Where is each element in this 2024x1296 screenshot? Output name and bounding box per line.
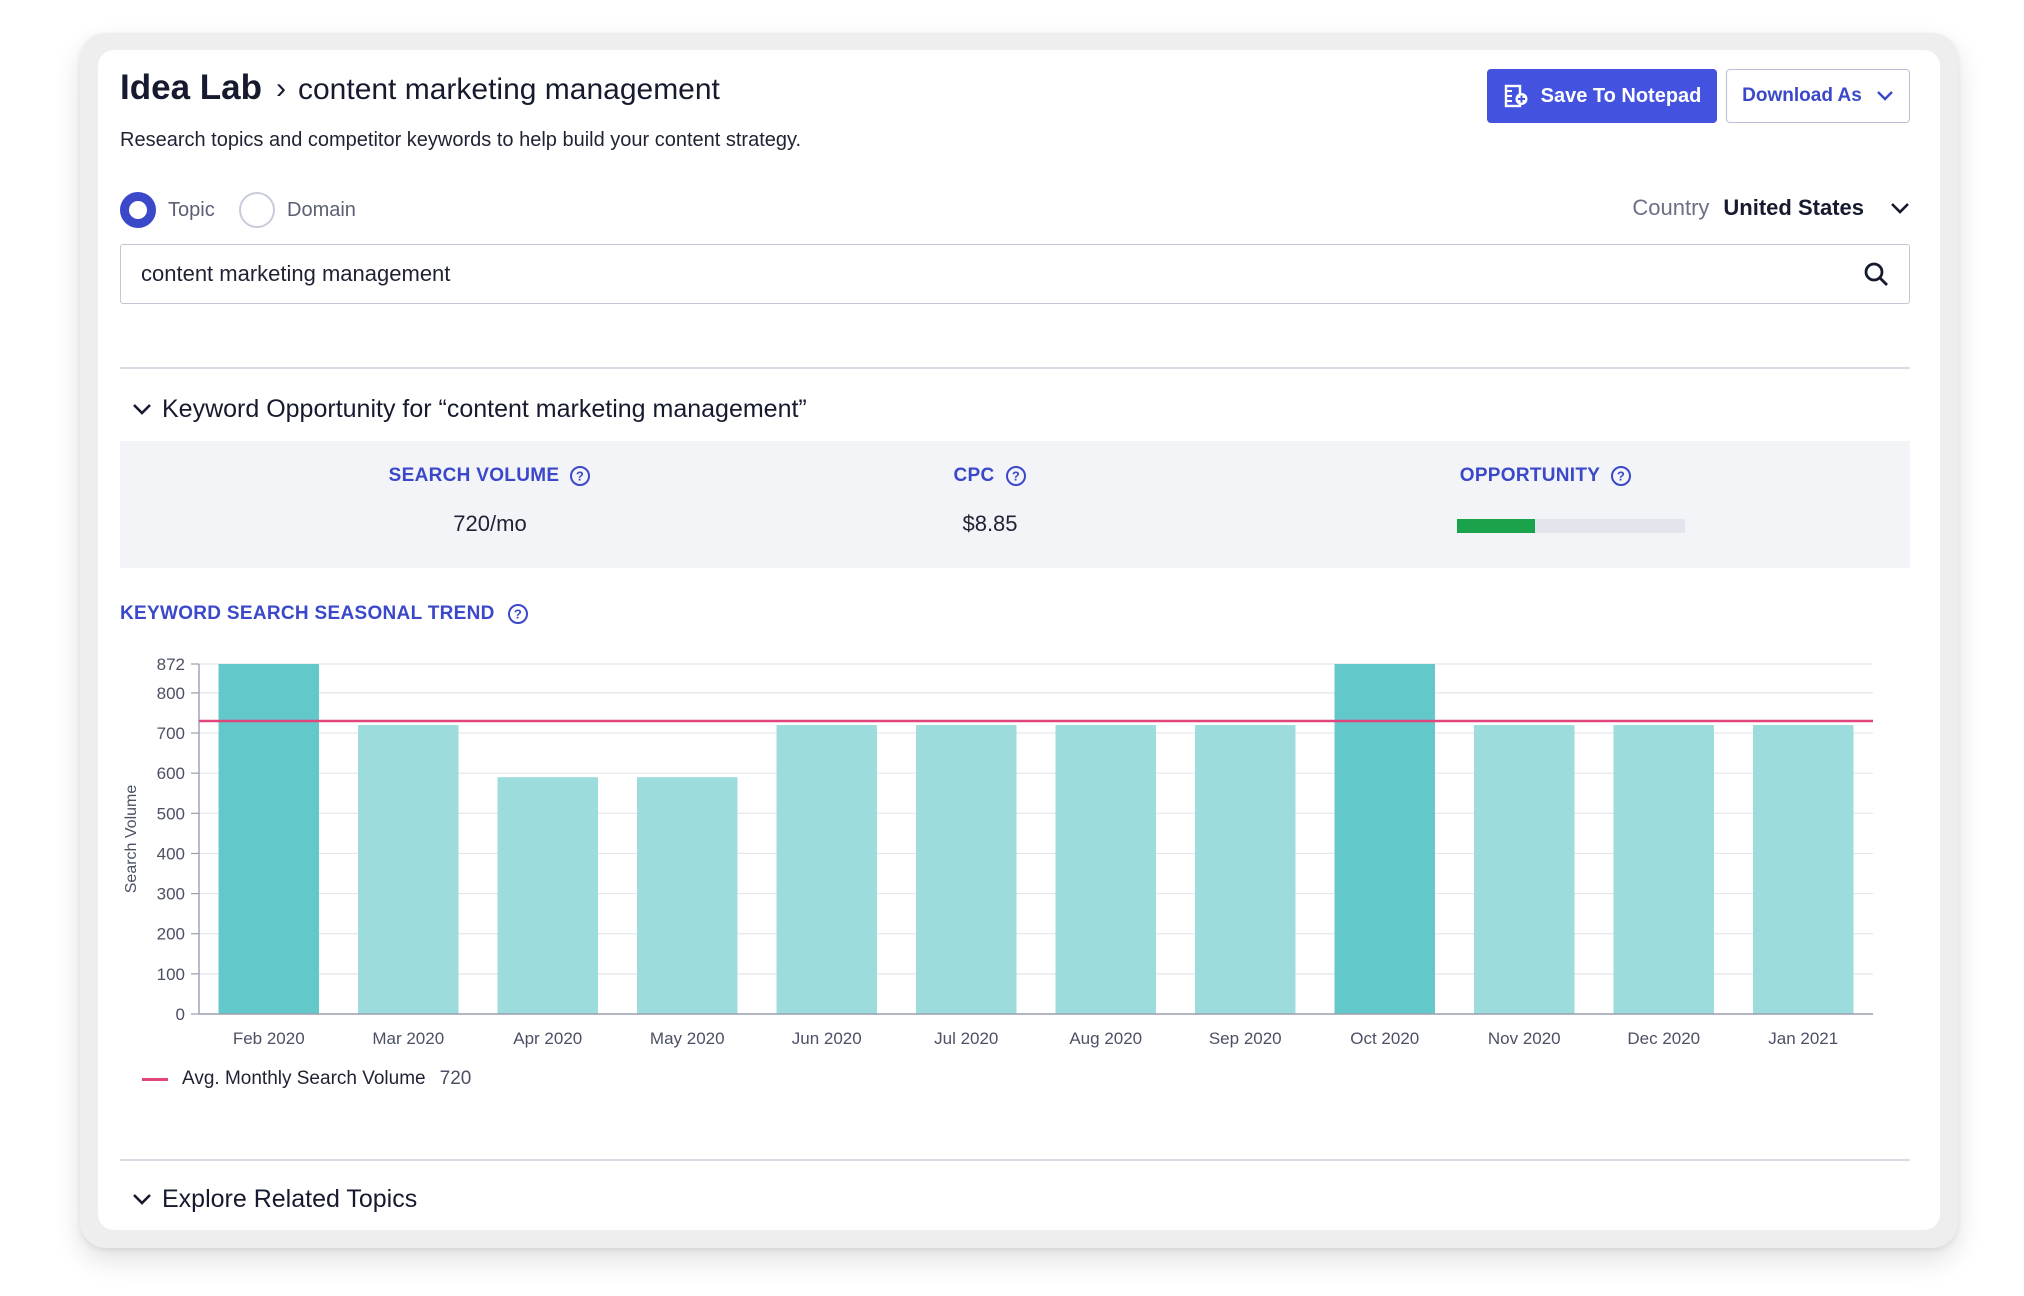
download-as-button[interactable]: Download As [1726,69,1910,123]
keyword-metrics-panel: SEARCH VOLUME ? 720/mo CPC ? $8.85 OPPOR… [120,441,1910,568]
bar [1055,725,1156,1014]
help-icon[interactable]: ? [1005,465,1027,487]
bar [916,725,1017,1014]
bar [1474,725,1575,1014]
bar [1334,664,1435,1014]
search-input-value: content marketing management [141,261,451,286]
radio-domain-indicator[interactable] [239,192,275,228]
y-tick-label: 700 [157,724,185,743]
breadcrumb-current: content marketing management [297,73,720,106]
svg-text:?: ? [576,469,584,484]
bar [1613,725,1714,1014]
page-title[interactable]: Idea Lab [120,68,262,107]
x-tick-label: Oct 2020 [1350,1029,1419,1048]
notepad-add-icon [1504,84,1528,108]
bar [358,725,459,1014]
x-tick-label: Feb 2020 [233,1029,305,1048]
radio-domain[interactable]: Domain [239,192,356,228]
x-tick-label: Mar 2020 [372,1029,444,1048]
save-to-notepad-label: Save To Notepad [1540,84,1702,107]
bar [497,777,598,1014]
country-select[interactable]: Country United States [1632,195,1910,221]
y-tick-label: 300 [157,885,185,904]
opportunity-bar-fill [1457,519,1535,533]
x-tick-label: Dec 2020 [1627,1029,1700,1048]
svg-text:?: ? [1617,469,1625,484]
y-tick-label: 0 [176,1005,185,1024]
country-value: United States [1723,195,1864,220]
seasonal-trend-title: KEYWORD SEARCH SEASONAL TREND [120,603,495,624]
help-icon[interactable]: ? [507,603,529,625]
download-as-label: Download As [1742,85,1862,106]
radio-topic-indicator[interactable] [120,192,156,228]
page-subtitle: Research topics and competitor keywords … [120,129,802,151]
search-icon[interactable] [1863,261,1889,287]
x-tick-label: May 2020 [650,1029,725,1048]
save-to-notepad-button[interactable]: Save To Notepad [1487,69,1717,123]
section-divider [120,367,1910,369]
legend-label: Avg. Monthly Search Volume [182,1068,426,1089]
bar [776,725,877,1014]
chevron-down-icon [133,1194,151,1205]
metric-search-volume-value: 720/mo [453,511,527,536]
keyword-opportunity-toggle[interactable]: Keyword Opportunity for “content marketi… [132,395,807,424]
breadcrumb-separator-icon: › [275,72,286,105]
legend-value: 720 [439,1068,472,1089]
seasonal-trend-heading: KEYWORD SEARCH SEASONAL TREND ? [120,603,529,625]
radio-topic[interactable]: Topic [120,192,215,228]
y-axis-label: Search Volume [123,785,140,894]
metric-opportunity: OPPORTUNITY ? [1416,465,1676,487]
help-icon[interactable]: ? [569,465,591,487]
bar [637,777,738,1014]
x-tick-label: Aug 2020 [1069,1029,1142,1048]
chevron-down-icon [1876,91,1893,101]
y-tick-label: 500 [157,804,185,823]
chart-legend: Avg. Monthly Search Volume 720 [142,1068,471,1090]
x-tick-label: Nov 2020 [1488,1029,1561,1048]
radio-domain-label: Domain [287,198,356,221]
x-tick-label: Jul 2020 [934,1029,998,1048]
bar [1195,725,1296,1014]
y-tick-label: 600 [157,764,185,783]
metric-opportunity-label: OPPORTUNITY [1459,465,1601,486]
y-tick-label: 100 [157,965,185,984]
radio-topic-label: Topic [168,198,215,221]
x-tick-label: Apr 2020 [513,1029,582,1048]
section-divider [120,1159,1910,1161]
y-tick-label: 400 [157,844,185,863]
topic-search-input[interactable]: content marketing management [120,244,1910,304]
chevron-down-icon [133,404,151,415]
metric-search-volume: SEARCH VOLUME ? 720/mo [340,465,640,537]
breadcrumb: Idea Lab › content marketing management [120,68,720,108]
metric-cpc-label: CPC [953,465,995,486]
y-tick-label: 872 [157,655,185,674]
opportunity-bar [1457,519,1685,533]
bar [218,664,319,1014]
related-topics-toggle[interactable]: Explore Related Topics [132,1185,417,1214]
metric-cpc: CPC ? $8.85 [910,465,1070,537]
bar [1753,725,1854,1014]
x-tick-label: Jun 2020 [792,1029,862,1048]
metric-search-volume-label: SEARCH VOLUME [388,465,560,486]
keyword-opportunity-heading: Keyword Opportunity for “content marketi… [162,395,807,423]
y-tick-label: 200 [157,925,185,944]
country-label: Country [1632,195,1710,220]
x-tick-label: Jan 2021 [1768,1029,1838,1048]
metric-cpc-value: $8.85 [962,511,1018,536]
idea-lab-panel: Idea Lab › content marketing management … [98,50,1940,1230]
seasonal-trend-chart: 0 100 200 300 400 500 600 700 800 872 Search Volum… [123,655,1873,1048]
svg-text:?: ? [1011,469,1019,484]
related-topics-heading: Explore Related Topics [162,1185,418,1213]
average-line-swatch [142,1077,168,1081]
help-icon[interactable]: ? [1610,465,1632,487]
chevron-down-icon [1891,202,1909,214]
y-tick-label: 800 [157,684,185,703]
svg-text:?: ? [514,607,522,622]
x-tick-label: Sep 2020 [1209,1029,1282,1048]
